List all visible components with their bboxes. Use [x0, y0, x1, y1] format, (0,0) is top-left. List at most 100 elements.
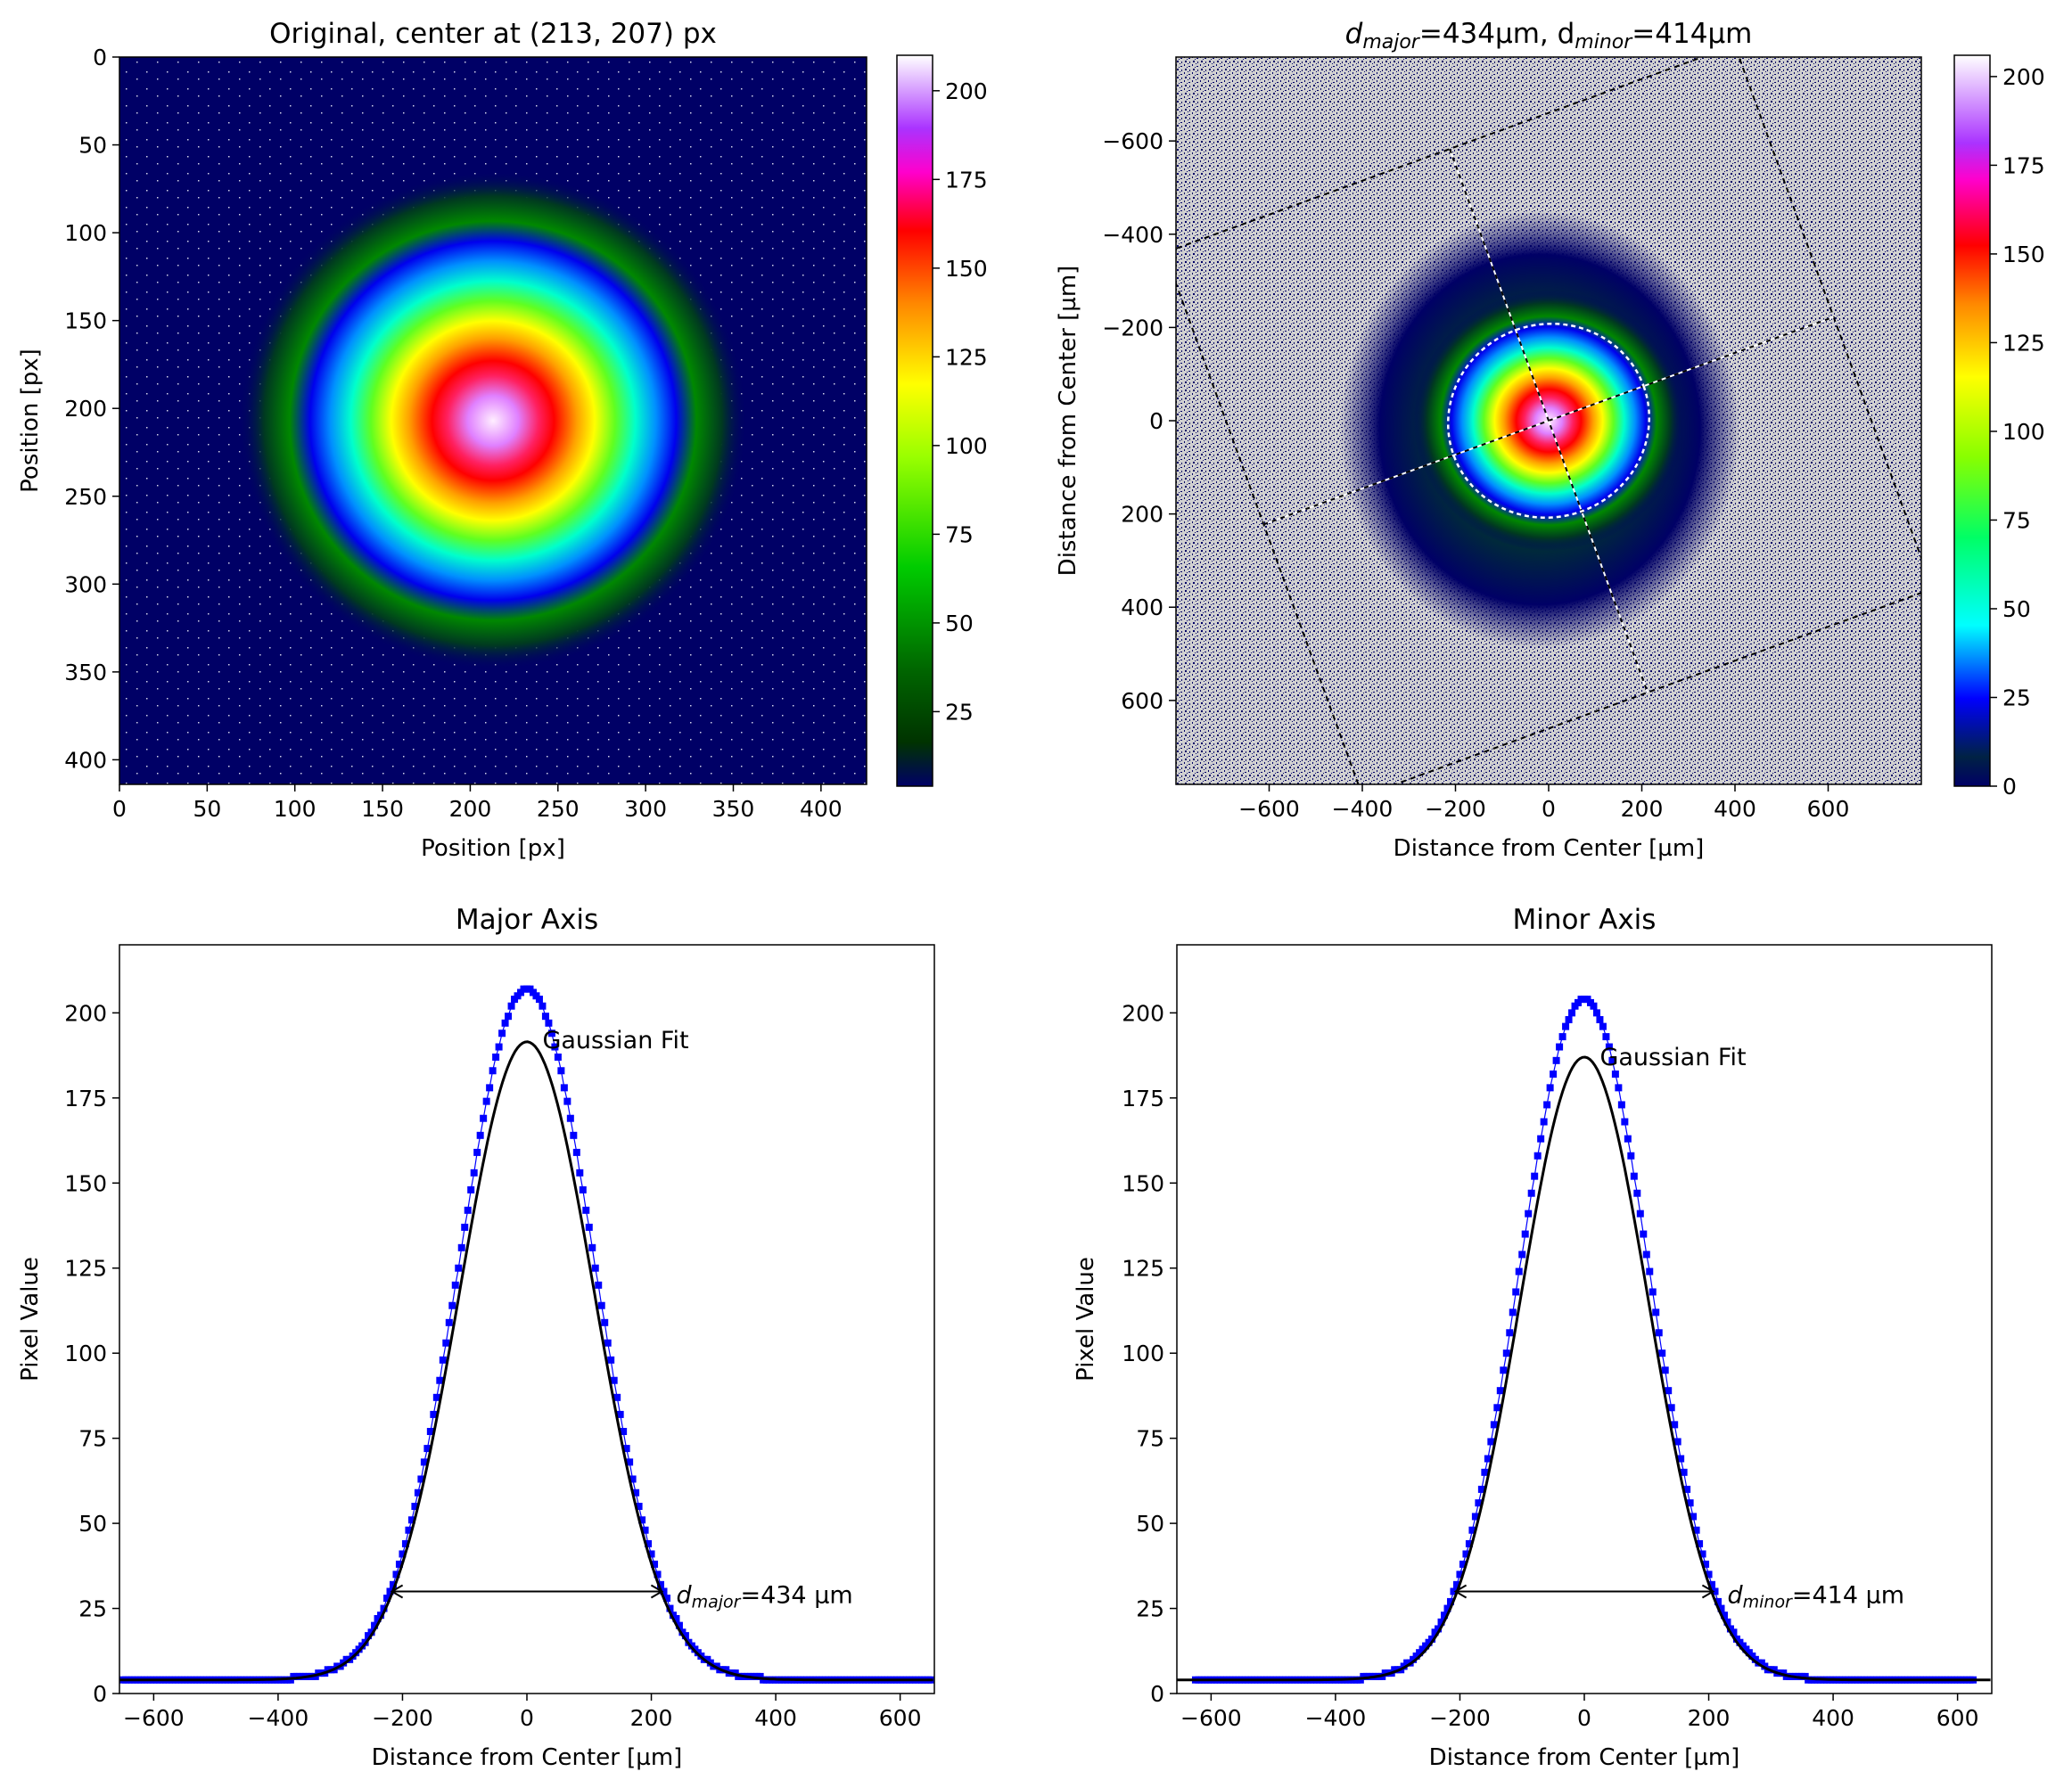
- major-profile-point: [392, 1571, 400, 1579]
- minor-fit-label: Gaussian Fit: [1599, 1044, 1746, 1071]
- minor-profile-point: [1640, 1230, 1648, 1238]
- minor-ytick-label: 100: [1122, 1341, 1164, 1366]
- major-ytick-label: 0: [93, 1681, 107, 1707]
- major-profile-point: [620, 1428, 628, 1435]
- major-profile-point: [539, 1002, 547, 1010]
- major-profile-point: [547, 1029, 555, 1038]
- major-profile-point: [371, 1621, 379, 1629]
- major-xtick-label: 600: [879, 1705, 922, 1731]
- major-profile-point: [417, 1475, 425, 1483]
- analysis-x-ticks: −600 −400 −200 0 200 400 600: [1238, 784, 1849, 822]
- analysis-ytick-label: −400: [1102, 222, 1163, 248]
- major-profile-point: [395, 1560, 403, 1568]
- major-profile-point: [545, 1019, 553, 1027]
- minor-profile-point: [1683, 1485, 1691, 1493]
- analysis-xtick-label: 600: [1807, 796, 1850, 822]
- major-xtick-label: 0: [520, 1705, 534, 1731]
- minor-profile-point: [1435, 1625, 1443, 1633]
- major-profile-point: [405, 1526, 413, 1534]
- original-xtick-label: 350: [712, 796, 755, 822]
- original-ylabel: Position [px]: [17, 349, 44, 493]
- major-profile-point: [662, 1595, 670, 1603]
- minor-profile-point: [1646, 1267, 1654, 1275]
- major-ytick-label: 150: [64, 1170, 107, 1196]
- major-profile-point: [480, 1114, 488, 1122]
- minor-profile-point: [1500, 1366, 1508, 1374]
- major-profile-point: [579, 1185, 587, 1193]
- major-profile-point: [461, 1223, 469, 1231]
- major-profile-point: [622, 1445, 630, 1453]
- major-profile-point: [386, 1587, 394, 1595]
- fit-ellipse: [1446, 322, 1651, 520]
- minor-profile-point: [1673, 1438, 1681, 1446]
- minor-profile-point: [1636, 1210, 1644, 1218]
- major-profile-point: [672, 1615, 680, 1622]
- minor-profile-point: [1711, 1587, 1719, 1595]
- major-profile-point: [551, 1043, 559, 1051]
- major-profile-point: [401, 1540, 409, 1547]
- analysis-ytick-label: 600: [1121, 688, 1163, 714]
- minor-profile-point: [1487, 1438, 1495, 1446]
- major-profile-point: [601, 1318, 609, 1326]
- minor-profile-point: [1537, 1135, 1545, 1143]
- analysis-cbtick-label: 125: [2002, 330, 2045, 356]
- major-profile-point: [566, 1114, 574, 1122]
- major-profile-point: [610, 1376, 618, 1384]
- minor-profile-point: [1441, 1612, 1449, 1620]
- major-profile-point: [423, 1445, 432, 1453]
- major-profile-point: [638, 1516, 646, 1524]
- major-profile-point: [654, 1571, 662, 1579]
- minor-axis-line-dashed: [1449, 148, 1649, 693]
- minor-profile-point: [1667, 1404, 1675, 1412]
- major-xtick-label: 400: [754, 1705, 797, 1731]
- major-profile-point: [498, 1029, 506, 1038]
- minor-profile-point: [1437, 1618, 1445, 1626]
- minor-profile-point: [1552, 1056, 1560, 1064]
- analysis-xtick-label: −400: [1332, 796, 1394, 822]
- original-cbtick-label: 175: [945, 167, 988, 193]
- major-profile-point: [535, 996, 543, 1004]
- major-profile-point: [436, 1376, 444, 1384]
- minor-title: Minor Axis: [1513, 904, 1657, 936]
- minor-profile-point: [1471, 1513, 1479, 1521]
- analysis-cbtick-label: 100: [2002, 419, 2045, 445]
- integration-rectangle: [1176, 57, 1921, 784]
- major-ytick-label: 50: [78, 1511, 107, 1537]
- original-cbtick-label: 50: [945, 611, 974, 636]
- original-ytick-label: 150: [64, 308, 107, 334]
- minor-arrowhead-left: [1453, 1584, 1468, 1599]
- original-xtick-label: 0: [112, 796, 127, 822]
- minor-ytick-label: 75: [1136, 1426, 1164, 1452]
- original-xlabel: Position [px]: [421, 835, 565, 862]
- analysis-ytick-label: 400: [1121, 595, 1163, 620]
- minor-profile-point: [1661, 1366, 1669, 1374]
- minor-profile-point: [1518, 1251, 1526, 1259]
- minor-profile-point: [1696, 1540, 1704, 1547]
- minor-xtick-label: 200: [1688, 1705, 1731, 1731]
- original-axes-frame: [119, 56, 867, 785]
- analysis-cbtick-label: 25: [2002, 685, 2031, 710]
- analysis-xtick-label: 200: [1621, 796, 1664, 822]
- minor-ytick-label: 200: [1122, 1000, 1164, 1026]
- major-profile-point: [501, 1019, 509, 1027]
- minor-profile-point: [1658, 1349, 1666, 1357]
- minor-ytick-label: 125: [1122, 1256, 1164, 1282]
- major-profile-point: [570, 1131, 578, 1139]
- major-profile-point: [613, 1393, 621, 1401]
- minor-profile-point: [1475, 1499, 1483, 1507]
- minor-profile-point: [1698, 1550, 1706, 1558]
- minor-profile-point: [1462, 1550, 1470, 1558]
- major-profile-point: [632, 1489, 640, 1497]
- minor-arrowhead-right: [1701, 1584, 1715, 1599]
- original-ytick-label: 0: [93, 45, 107, 70]
- analysis-xlabel: Distance from Center [µm]: [1394, 835, 1705, 862]
- minor-profile-point: [1468, 1526, 1476, 1534]
- original-ytick-label: 350: [64, 660, 107, 685]
- major-profile-point: [591, 1264, 599, 1272]
- major-arrowhead-right: [650, 1584, 664, 1599]
- minor-profile-point: [1611, 1070, 1619, 1079]
- original-xtick-label: 250: [537, 796, 580, 822]
- major-profile-point: [492, 1054, 500, 1061]
- minor-profile-point: [1521, 1230, 1529, 1238]
- minor-profile-point: [1608, 1056, 1616, 1064]
